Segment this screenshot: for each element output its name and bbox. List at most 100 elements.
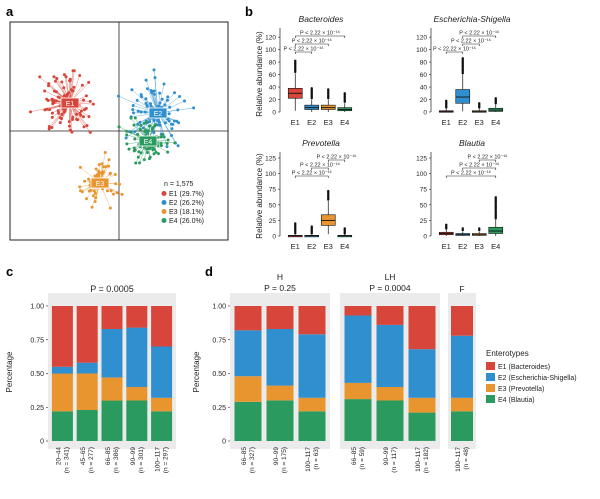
bar-segment bbox=[102, 306, 123, 329]
bar-segment bbox=[151, 411, 172, 441]
sample-point bbox=[29, 110, 32, 113]
x-tick-label: E3 bbox=[475, 242, 484, 251]
sample-point bbox=[149, 102, 152, 105]
p-value-label: P < 22.22 × 10⁻¹⁶ bbox=[433, 46, 476, 53]
bar-segment bbox=[345, 306, 372, 316]
sample-point bbox=[161, 98, 164, 101]
y-tick-label: 80 bbox=[269, 60, 277, 67]
y-tick-label: 80 bbox=[420, 60, 428, 67]
x-category-label: 90–99 bbox=[273, 447, 280, 465]
outlier bbox=[445, 224, 447, 226]
sample-point bbox=[79, 166, 82, 169]
sample-point bbox=[192, 106, 195, 109]
sample-point bbox=[134, 162, 137, 165]
sample-point bbox=[151, 148, 154, 151]
sample-point bbox=[177, 144, 180, 147]
facet-title: Escherichia-Shigella bbox=[433, 14, 510, 24]
y-tick-label: 50 bbox=[269, 202, 277, 209]
p-value-label: P < 2.22 × 10⁻¹⁶ bbox=[451, 38, 491, 45]
x-n-label: (n = 175) bbox=[281, 447, 288, 473]
sample-point bbox=[140, 95, 143, 98]
sample-point bbox=[144, 130, 147, 133]
box bbox=[489, 227, 503, 233]
sample-point bbox=[63, 94, 66, 97]
facet-p-value: P = 0.0004 bbox=[369, 283, 410, 293]
x-tick-label: E3 bbox=[324, 118, 333, 127]
legend-label: E2 (26.2%) bbox=[169, 200, 204, 207]
x-category-label: 100–117 bbox=[415, 447, 422, 472]
legend-swatch bbox=[162, 191, 167, 196]
legend-label: E2 (Escherichia-Shigella) bbox=[498, 375, 577, 382]
sample-point bbox=[104, 151, 107, 154]
y-tick-label: 0.50 bbox=[212, 371, 226, 378]
sample-point bbox=[51, 116, 54, 119]
sample-point bbox=[78, 185, 81, 188]
y-tick-label: 0 bbox=[40, 439, 44, 446]
y-tick-label: 0.25 bbox=[212, 405, 226, 412]
legend-swatch bbox=[162, 209, 167, 214]
sample-point bbox=[166, 145, 169, 148]
sample-point bbox=[43, 108, 46, 111]
legend-swatch bbox=[486, 384, 495, 392]
x-n-label: (n = 59) bbox=[359, 447, 366, 470]
sample-point bbox=[114, 173, 117, 176]
bar-segment bbox=[267, 401, 294, 442]
sample-point bbox=[136, 99, 139, 102]
bar-segment bbox=[451, 411, 473, 441]
x-n-label: (n = 301) bbox=[138, 447, 145, 473]
outlier bbox=[495, 97, 497, 99]
bar-segment bbox=[377, 306, 404, 325]
x-n-label: (n = 327) bbox=[249, 447, 256, 473]
sample-point bbox=[143, 158, 146, 161]
facet-name: F bbox=[459, 284, 464, 294]
bar-segment bbox=[52, 374, 73, 412]
sample-point bbox=[62, 86, 65, 89]
x-tick-label: E4 bbox=[491, 118, 500, 127]
sample-point bbox=[63, 73, 66, 76]
sample-point bbox=[167, 139, 170, 142]
sample-point bbox=[112, 193, 115, 196]
sample-point bbox=[60, 81, 63, 84]
sample-point bbox=[83, 125, 86, 128]
sample-point bbox=[137, 156, 140, 159]
sample-point bbox=[173, 141, 176, 144]
sample-point bbox=[152, 131, 155, 134]
x-category-label: 90–99 bbox=[130, 447, 137, 465]
sample-point bbox=[146, 87, 149, 90]
bar-segment bbox=[299, 411, 326, 441]
facet-title: Prevotella bbox=[302, 138, 340, 148]
outlier bbox=[327, 190, 329, 192]
panel-c-ylabel: Percentage bbox=[5, 351, 14, 392]
x-tick-label: E3 bbox=[475, 118, 484, 127]
sample-point bbox=[153, 124, 156, 127]
facet-title: Blautia bbox=[459, 138, 485, 148]
bar-segment bbox=[451, 336, 473, 398]
sample-point bbox=[57, 96, 60, 99]
sample-point bbox=[143, 122, 146, 125]
x-tick-label: E2 bbox=[307, 118, 316, 127]
sample-point bbox=[51, 112, 54, 115]
outlier bbox=[478, 102, 480, 104]
facet-title: Bacteroides bbox=[299, 14, 345, 24]
bar-segment bbox=[52, 367, 73, 374]
outlier bbox=[344, 227, 346, 229]
x-category-label: 45–65 bbox=[80, 447, 87, 465]
sample-point bbox=[87, 81, 90, 84]
bar-segment bbox=[267, 386, 294, 401]
x-tick-label: E4 bbox=[491, 242, 500, 251]
box bbox=[456, 90, 470, 104]
x-n-label: (n = 182) bbox=[423, 447, 430, 473]
sample-point bbox=[138, 121, 141, 124]
sample-point bbox=[82, 115, 85, 118]
outlier bbox=[344, 92, 346, 94]
sample-point bbox=[133, 124, 136, 127]
sample-point bbox=[158, 92, 161, 95]
sample-point bbox=[47, 84, 50, 87]
legend-swatch bbox=[162, 218, 167, 223]
x-n-label: (n = 386) bbox=[113, 447, 120, 473]
bar-segment bbox=[299, 334, 326, 397]
sample-point bbox=[153, 93, 156, 96]
sample-point bbox=[88, 190, 91, 193]
bar-segment bbox=[345, 399, 372, 441]
